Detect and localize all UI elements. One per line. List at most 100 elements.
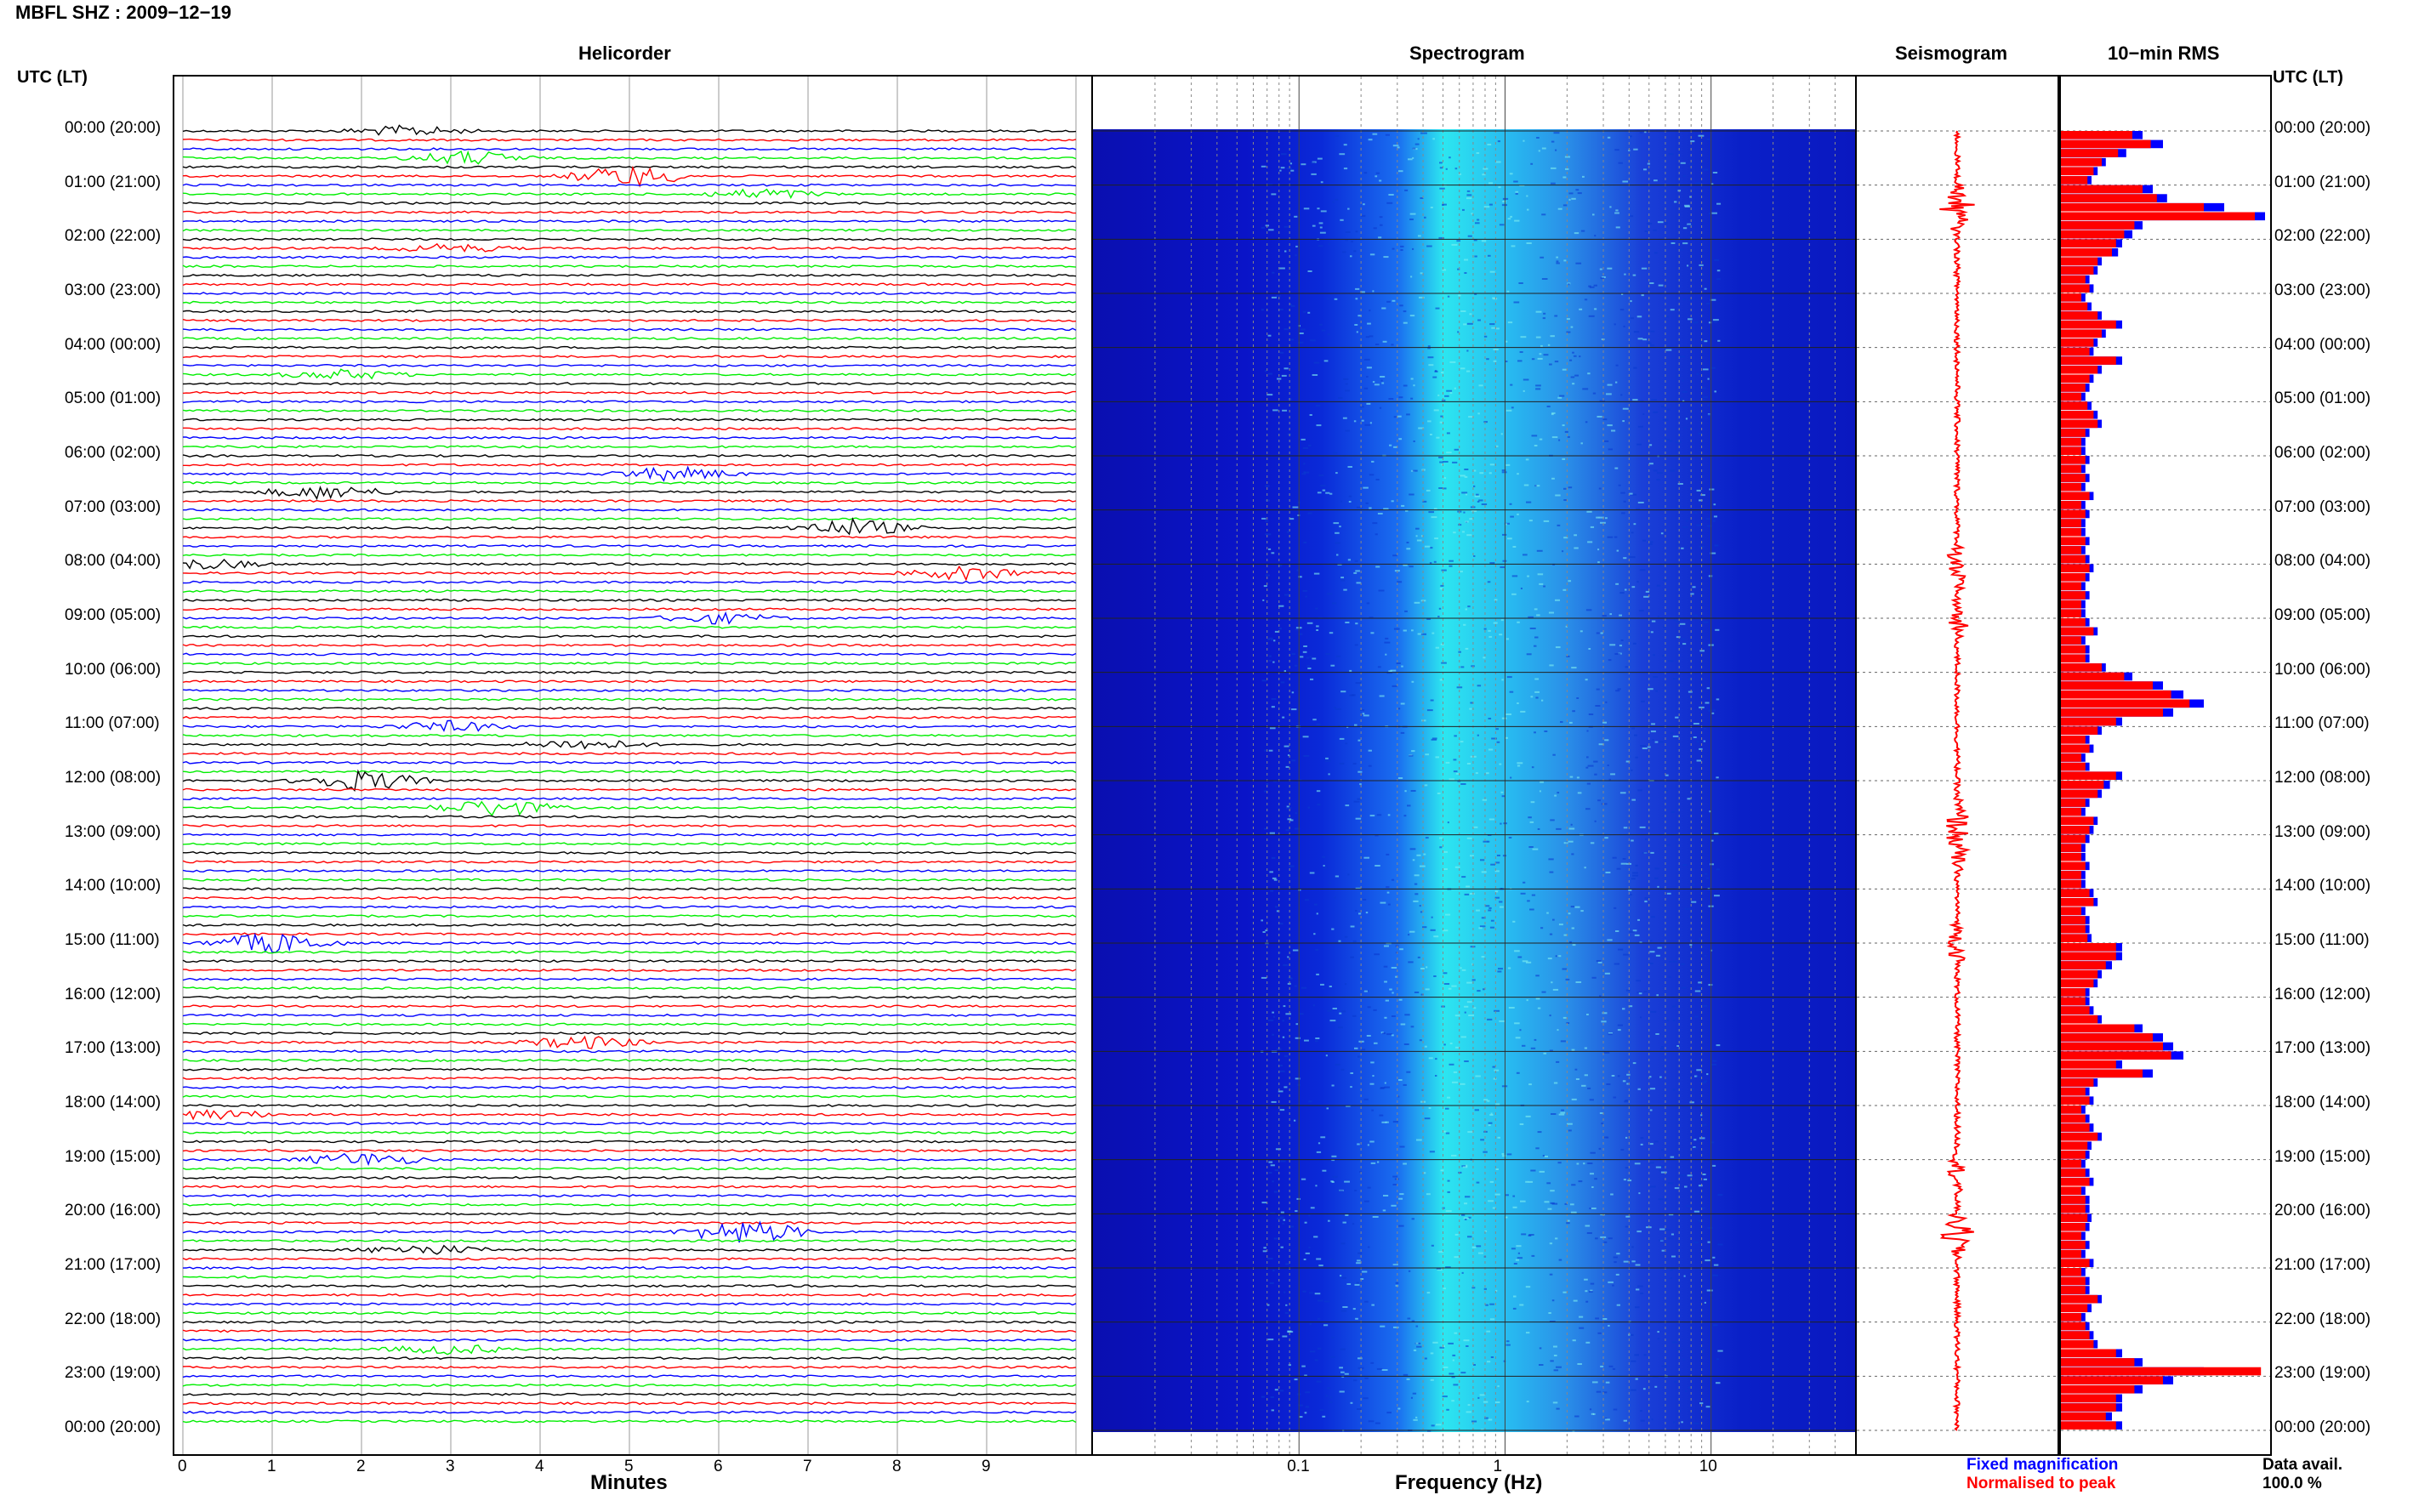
time-label: 19:00 (15:00)	[2274, 1147, 2371, 1166]
spectrogram-cell	[1271, 706, 1275, 708]
helicorder-trace	[182, 707, 1077, 711]
spectrogram-cell	[1384, 945, 1390, 947]
spectrogram-cell	[1338, 940, 1341, 942]
spectrogram-cell	[1716, 1044, 1721, 1047]
spectrogram-cell	[1548, 1312, 1551, 1314]
spectrogram-cell	[1356, 1282, 1359, 1284]
spectrogram-cell	[1495, 1401, 1500, 1403]
spectrogram-cell	[1703, 1178, 1707, 1180]
spectrogram-cell	[1694, 990, 1701, 992]
spectrogram-cell	[1502, 197, 1509, 200]
spectrogram-xlabel: Frequency (Hz)	[1395, 1471, 1543, 1494]
spectrogram-cell	[1398, 1079, 1403, 1081]
rms-bar-normalised	[2061, 916, 2086, 924]
spectrogram-cell	[1537, 573, 1544, 576]
helicorder-trace	[182, 923, 1077, 927]
spectrogram-cell	[1595, 1317, 1599, 1320]
helicorder-trace	[182, 715, 1077, 719]
spectrogram-cell	[1706, 877, 1709, 879]
spectrogram-cell	[1642, 539, 1647, 542]
spectrogram-cell	[1596, 688, 1600, 691]
spectrogram-cell	[1553, 132, 1560, 134]
spectrogram-cell	[1630, 300, 1632, 303]
spectrogram-cell	[1318, 1265, 1323, 1267]
spectrogram-cell	[1483, 657, 1486, 659]
time-label: 00:00 (20:00)	[65, 1418, 162, 1436]
spectrogram-cell	[1409, 315, 1415, 317]
data-avail-label: Data avail.	[2262, 1456, 2342, 1474]
spectrogram-cell	[1414, 883, 1418, 885]
spectrogram-cell	[1422, 926, 1427, 929]
spectrogram-cell	[1602, 276, 1606, 278]
spectrogram-cell	[1418, 427, 1425, 429]
spectrogram-cell	[1473, 485, 1476, 487]
spectrogram-cell	[1261, 1202, 1267, 1204]
spectrogram-cell	[1266, 1304, 1270, 1306]
spectrogram-cell	[1712, 1164, 1716, 1167]
rms-bar-normalised	[2061, 482, 2081, 492]
time-label: 00:00 (20:00)	[2274, 1418, 2371, 1436]
rms-bar-normalised	[2061, 356, 2116, 365]
spectrogram-cell	[1640, 1292, 1644, 1294]
spectrogram-cell	[1562, 968, 1568, 970]
spectrogram-cell	[1353, 250, 1357, 253]
spectrogram-cell	[1398, 396, 1403, 399]
spectrogram-cell	[1555, 646, 1561, 649]
spectrogram-cell	[1339, 1390, 1345, 1393]
spectrogram-cell	[1454, 1015, 1460, 1017]
spectrogram-cell	[1707, 404, 1710, 406]
spectrogram-cell	[1588, 713, 1594, 715]
spectrogram-cell	[1657, 472, 1663, 475]
rms-bar-normalised	[2061, 952, 2116, 961]
spectrogram-cell	[1682, 298, 1686, 301]
spectrogram-cell	[1466, 190, 1471, 192]
spectrogram-cell	[1392, 1175, 1398, 1178]
spectrogram-cell	[1271, 698, 1277, 700]
spectrogram-cell	[1426, 618, 1431, 620]
spectrogram-cell	[1699, 650, 1705, 652]
spectrogram-cell	[1368, 1420, 1375, 1423]
helicorder-trace	[182, 1329, 1077, 1333]
spectrogram-cell	[1655, 954, 1660, 957]
spectrogram-cell	[1426, 709, 1433, 712]
spectrogram-cell	[1393, 628, 1400, 630]
spectrogram-cell	[1449, 1043, 1453, 1044]
time-label: 15:00 (11:00)	[2274, 931, 2370, 949]
spectrogram-cell	[1305, 1391, 1311, 1394]
spectrogram-cell	[1442, 203, 1447, 206]
spectrogram-cell	[1669, 961, 1672, 963]
spectrogram-cell	[1354, 1190, 1357, 1191]
spectrogram-cell	[1290, 1225, 1295, 1228]
spectrogram-cell	[1535, 336, 1541, 338]
spectrogram-cell	[1716, 278, 1721, 281]
spectrogram-cell	[1674, 201, 1677, 203]
spectrogram-cell	[1557, 955, 1562, 958]
spectrogram-cell	[1571, 927, 1575, 929]
rms-bar-normalised	[2061, 1394, 2116, 1403]
spectrogram-cell	[1412, 247, 1414, 250]
spectrogram-cell	[1515, 190, 1519, 193]
spectrogram-cell	[1541, 278, 1548, 280]
spectrogram-cell	[1447, 821, 1449, 824]
spectrogram-cell	[1385, 653, 1387, 656]
spectrogram-cell	[1550, 1190, 1555, 1192]
spectrogram-cell	[1614, 323, 1616, 326]
spectrogram-cell	[1359, 783, 1362, 786]
spectrogram-cell	[1392, 1121, 1399, 1123]
spectrogram-cell	[1294, 1119, 1296, 1122]
spectrogram-cell	[1559, 395, 1565, 397]
spectrogram-cell	[1384, 981, 1387, 983]
spectrogram-cell	[1535, 975, 1540, 977]
spectrogram-cell	[1443, 972, 1448, 975]
spectrogram-cell	[1694, 1015, 1699, 1018]
spectrogram-cell	[1280, 1065, 1283, 1066]
spectrogram-cell	[1457, 331, 1460, 333]
rms-bar-normalised	[2061, 1151, 2086, 1159]
spectrogram-cell	[1622, 1008, 1625, 1010]
spectrogram-cell	[1662, 655, 1665, 657]
spectrogram-cell	[1403, 629, 1407, 632]
spectrogram-cell	[1530, 162, 1534, 165]
spectrogram-cell	[1661, 1249, 1665, 1252]
spectrogram-cell	[1604, 837, 1608, 839]
helicorder-trace	[182, 310, 1077, 314]
